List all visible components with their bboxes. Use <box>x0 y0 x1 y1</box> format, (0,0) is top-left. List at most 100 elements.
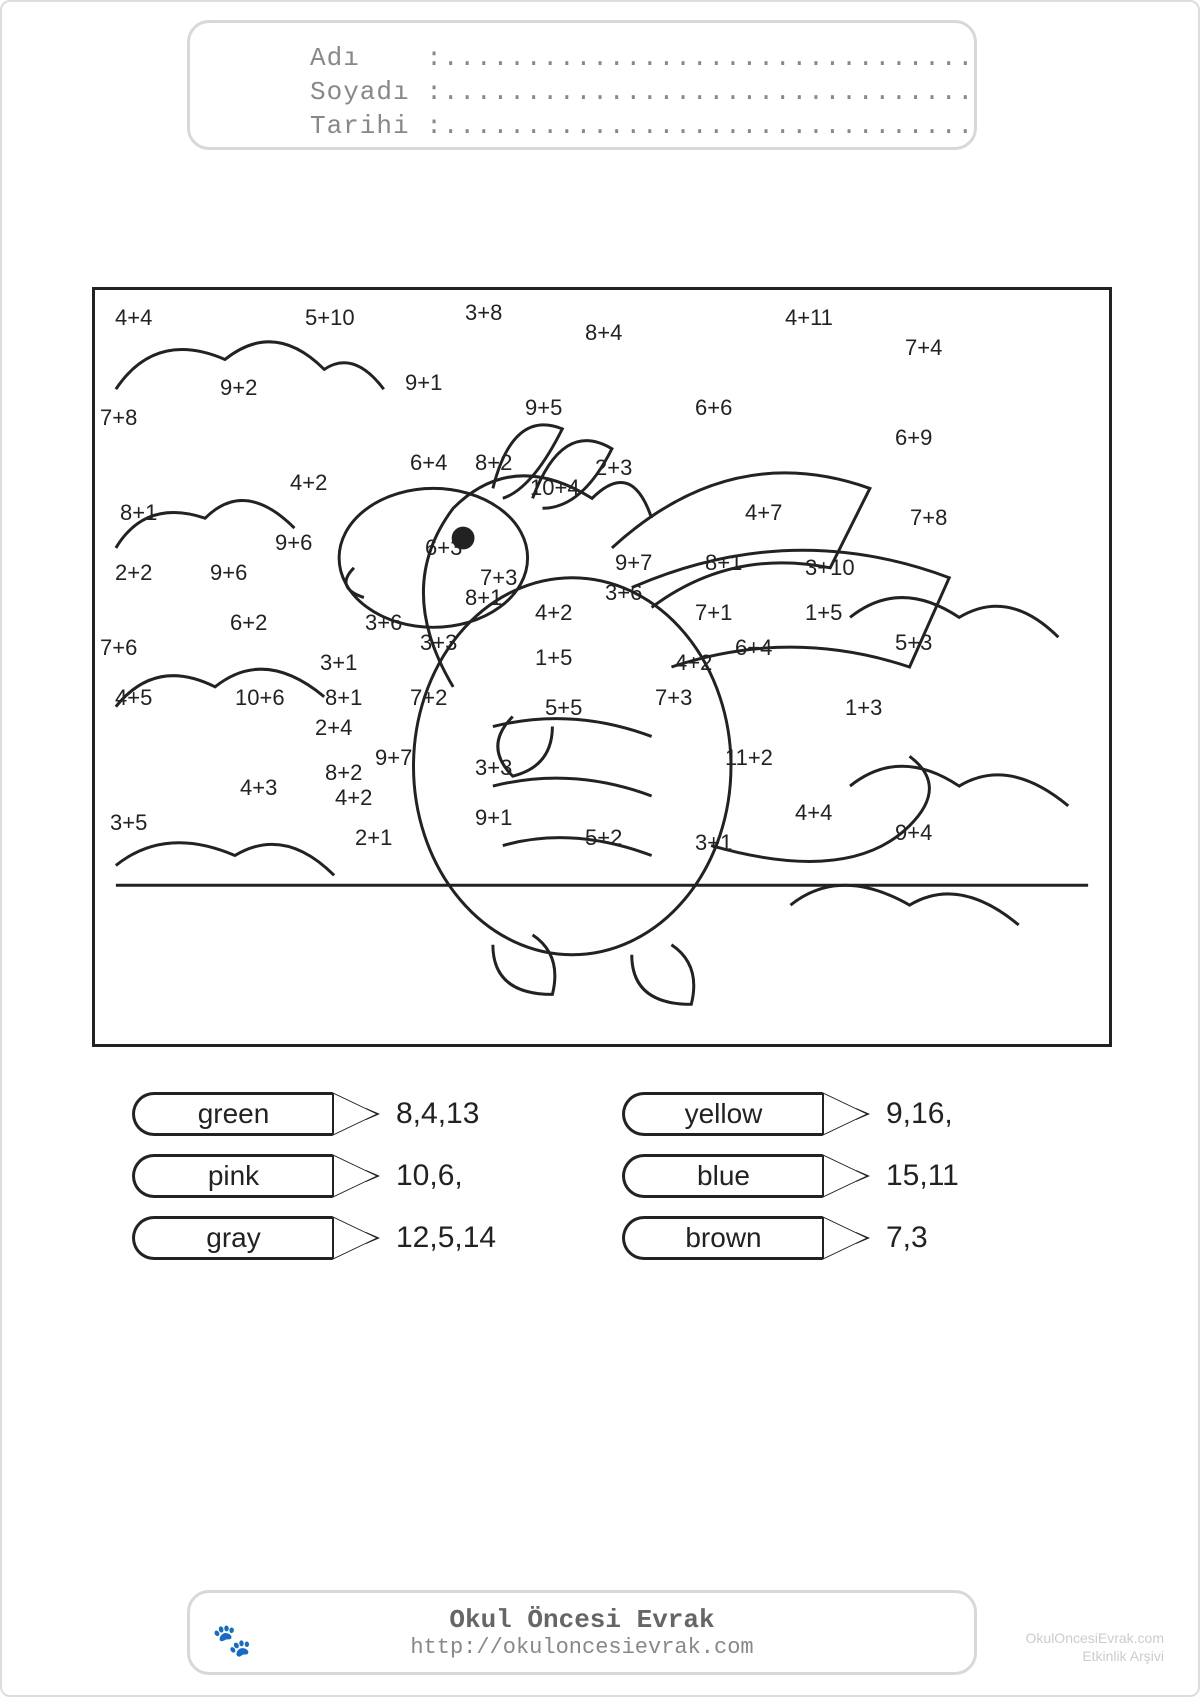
pencil-label: green <box>132 1092 332 1136</box>
math-expression: 5+3 <box>895 630 932 656</box>
math-expression: 2+1 <box>355 825 392 851</box>
math-expression: 3+6 <box>605 580 642 606</box>
math-expression: 11+2 <box>725 745 773 771</box>
legend-numbers: 12,5,14 <box>396 1221 496 1255</box>
math-expression: 7+1 <box>695 600 732 626</box>
pencil-icon: pink <box>132 1154 382 1198</box>
legend-numbers: 7,3 <box>886 1221 928 1255</box>
pencil-icon: blue <box>622 1154 872 1198</box>
math-expression: 2+4 <box>315 715 352 741</box>
pencil-icon: gray <box>132 1216 382 1260</box>
math-expression: 6+6 <box>695 395 732 421</box>
watermark-line: OkulOncesiEvrak.com <box>1026 1629 1164 1647</box>
pencil-icon: brown <box>622 1216 872 1260</box>
legend-numbers: 10,6, <box>396 1159 463 1193</box>
pencil-label: brown <box>622 1216 822 1260</box>
footer-box: Okul Öncesi Evrak http://okuloncesievrak… <box>187 1590 977 1675</box>
pencil-label: blue <box>622 1154 822 1198</box>
math-expression: 6+9 <box>895 425 932 451</box>
math-expression: 8+2 <box>475 450 512 476</box>
footer-url: http://okuloncesievrak.com <box>410 1635 753 1660</box>
legend-row: brown 7,3 <box>622 1216 1072 1260</box>
math-expression: 3+10 <box>805 555 855 581</box>
date-field-label: Tarihi :................................ <box>310 109 934 143</box>
math-expression: 6+4 <box>735 635 772 661</box>
math-expression: 9+2 <box>220 375 257 401</box>
pencil-label: gray <box>132 1216 332 1260</box>
math-expression: 9+7 <box>375 745 412 771</box>
math-expression: 7+6 <box>100 635 137 661</box>
math-expression: 3+1 <box>695 830 732 856</box>
legend-row: pink 10,6, <box>132 1154 582 1198</box>
math-expression: 4+2 <box>335 785 372 811</box>
legend-numbers: 9,16, <box>886 1097 953 1131</box>
math-expression: 4+2 <box>535 600 572 626</box>
math-expression: 3+1 <box>320 650 357 676</box>
math-expression: 7+3 <box>655 685 692 711</box>
watermark-line: Etkinlik Arşivi <box>1026 1647 1164 1665</box>
math-expression: 7+4 <box>905 335 942 361</box>
math-expression: 9+4 <box>895 820 932 846</box>
math-expression: 3+3 <box>475 755 512 781</box>
math-expression: 8+1 <box>465 585 502 611</box>
math-expression: 6+4 <box>410 450 447 476</box>
footer-title: Okul Öncesi Evrak <box>449 1605 714 1635</box>
math-expression: 4+2 <box>675 650 712 676</box>
math-expression: 10+6 <box>235 685 285 711</box>
math-expression: 9+1 <box>475 805 512 831</box>
math-expression: 6+2 <box>230 610 267 636</box>
math-expression: 9+1 <box>405 370 442 396</box>
math-expression: 10+4 <box>530 475 580 501</box>
math-expression: 7+8 <box>910 505 947 531</box>
pencil-icon: green <box>132 1092 382 1136</box>
math-expression: 7+8 <box>100 405 137 431</box>
math-expression: 8+2 <box>325 760 362 786</box>
math-expression: 9+7 <box>615 550 652 576</box>
math-expression: 4+3 <box>240 775 277 801</box>
pencil-icon: yellow <box>622 1092 872 1136</box>
legend-row: gray 12,5,14 <box>132 1216 582 1260</box>
math-expression: 3+8 <box>465 300 502 326</box>
color-legend: green 8,4,13 yellow 9,16, pink 10,6, blu… <box>132 1092 1072 1260</box>
math-expression: 1+5 <box>805 600 842 626</box>
worksheet-page: Adı :................................ So… <box>0 0 1200 1697</box>
legend-numbers: 8,4,13 <box>396 1097 479 1131</box>
legend-row: yellow 9,16, <box>622 1092 1072 1136</box>
math-expression: 3+6 <box>365 610 402 636</box>
math-expression: 2+2 <box>115 560 152 586</box>
math-expression: 9+6 <box>275 530 312 556</box>
math-expression: 8+1 <box>120 500 157 526</box>
math-expression: 1+3 <box>845 695 882 721</box>
dragon-outline <box>95 290 1109 1044</box>
pencil-label: pink <box>132 1154 332 1198</box>
math-expression: 9+6 <box>210 560 247 586</box>
watermark: OkulOncesiEvrak.com Etkinlik Arşivi <box>1026 1629 1164 1665</box>
math-expression: 5+10 <box>305 305 355 331</box>
surname-field-label: Soyadı :................................ <box>310 75 934 109</box>
math-expression: 2+3 <box>595 455 632 481</box>
math-expression: 3+5 <box>110 810 147 836</box>
math-expression: 9+5 <box>525 395 562 421</box>
math-expression: 7+2 <box>410 685 447 711</box>
math-expression: 5+5 <box>545 695 582 721</box>
student-info-box: Adı :................................ So… <box>187 20 977 150</box>
legend-row: blue 15,11 <box>622 1154 1072 1198</box>
coloring-puzzle-frame: 4+4 5+10 3+8 8+4 4+11 7+4 9+2 9+1 7+8 9+5 6+6 6+9 6+… <box>92 287 1112 1047</box>
math-expression: 8+4 <box>585 320 622 346</box>
math-expression: 4+7 <box>745 500 782 526</box>
math-expression: 4+11 <box>785 305 833 331</box>
math-expression: 4+2 <box>290 470 327 496</box>
legend-row: green 8,4,13 <box>132 1092 582 1136</box>
math-expression: 8+1 <box>325 685 362 711</box>
name-field-label: Adı :................................ <box>310 41 934 75</box>
math-expression: 4+5 <box>115 685 152 711</box>
legend-numbers: 15,11 <box>886 1159 959 1193</box>
pencil-label: yellow <box>622 1092 822 1136</box>
math-expression: 4+4 <box>795 800 832 826</box>
math-expression: 8+1 <box>705 550 742 576</box>
math-expression: 5+2 <box>585 825 622 851</box>
math-expression: 1+5 <box>535 645 572 671</box>
math-expression: 6+3 <box>425 535 462 561</box>
math-expression: 3+3 <box>420 630 457 656</box>
math-expression: 4+4 <box>115 305 152 331</box>
